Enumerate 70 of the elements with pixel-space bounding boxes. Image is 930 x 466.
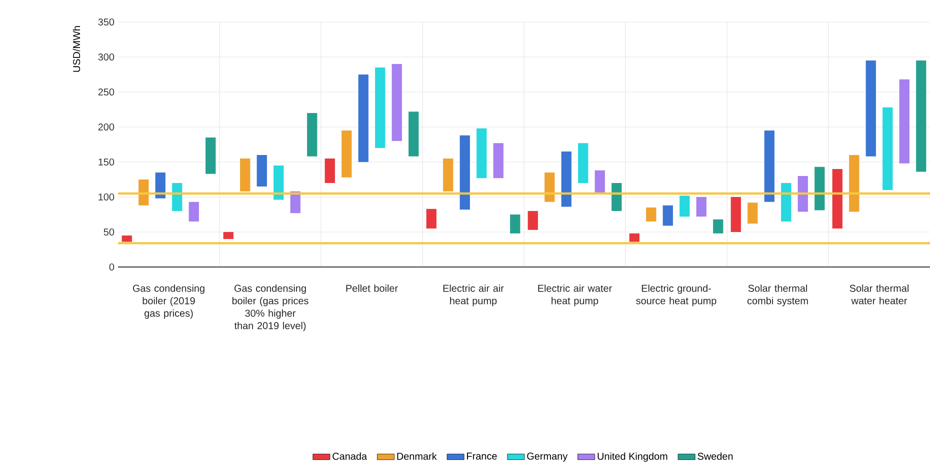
bar [510, 214, 520, 234]
bar [443, 158, 454, 192]
y-axis-title: USD/MWh [72, 26, 80, 72]
bar [594, 170, 605, 194]
bar [680, 196, 690, 217]
bar [122, 236, 132, 242]
bar [476, 128, 487, 178]
bar [612, 183, 622, 212]
y-tick-label: 300 [98, 53, 114, 61]
bar [882, 107, 893, 190]
bar [188, 202, 199, 222]
bar [899, 79, 910, 164]
bar [646, 208, 656, 222]
bar [324, 158, 335, 184]
legend-label: Sweden [698, 452, 733, 460]
y-tick-label: 0 [109, 263, 114, 271]
bar [561, 152, 572, 207]
bar [358, 74, 368, 162]
x-tick-label: Gas condensing boiler (2019 gas prices) [132, 284, 204, 319]
bar [781, 183, 792, 222]
bar [342, 130, 352, 178]
bar [408, 112, 419, 156]
bar [172, 183, 182, 212]
y-tick-label: 350 [98, 18, 114, 26]
bar [849, 155, 860, 212]
bar [138, 180, 149, 206]
x-tick-label: Electric ground-source heat pump [636, 284, 716, 306]
y-tick-label: 150 [98, 158, 114, 166]
bar [832, 169, 842, 229]
bar [713, 219, 724, 234]
legend-label: United Kingdom [598, 452, 668, 462]
bar [493, 143, 504, 178]
bar [916, 60, 926, 172]
y-tick-label: 250 [98, 88, 114, 96]
bar [274, 166, 284, 200]
bar [662, 205, 673, 226]
legend-label: Canada [332, 452, 368, 460]
x-tick-label: Solar thermal combi system [747, 284, 808, 306]
legend-label: Denmark [397, 452, 437, 460]
bar [544, 172, 555, 202]
bar [814, 166, 825, 210]
x-tick-label: Electric air air heat pump [443, 284, 504, 306]
x-tick-label: Pellet boiler [346, 284, 398, 292]
bar [460, 135, 470, 210]
bar [392, 64, 402, 142]
y-tick-label: 100 [98, 193, 114, 201]
bar [528, 211, 538, 230]
bar [223, 232, 234, 240]
bar [696, 197, 706, 217]
bar [206, 138, 216, 174]
bar [730, 197, 741, 232]
bar [375, 68, 386, 148]
bar [866, 60, 876, 156]
bar [798, 176, 808, 212]
bar [578, 143, 588, 184]
y-tick-label: 50 [104, 228, 114, 236]
x-tick-label: Electric air water heat pump [538, 284, 612, 306]
legend-label: France [467, 452, 497, 460]
bar [426, 208, 436, 229]
y-tick-label: 200 [98, 123, 114, 131]
bar [764, 130, 774, 202]
bar [155, 172, 166, 198]
bar [748, 202, 758, 224]
bar [629, 233, 640, 242]
bar [256, 155, 267, 187]
x-tick-label: Solar thermal water heater [850, 284, 908, 304]
legend-label: Germany [527, 452, 568, 462]
bar [240, 158, 250, 192]
x-tick-label: Gas condensing boiler (gas prices 30% higher than 2019 level) [232, 284, 308, 332]
bar [307, 113, 318, 156]
